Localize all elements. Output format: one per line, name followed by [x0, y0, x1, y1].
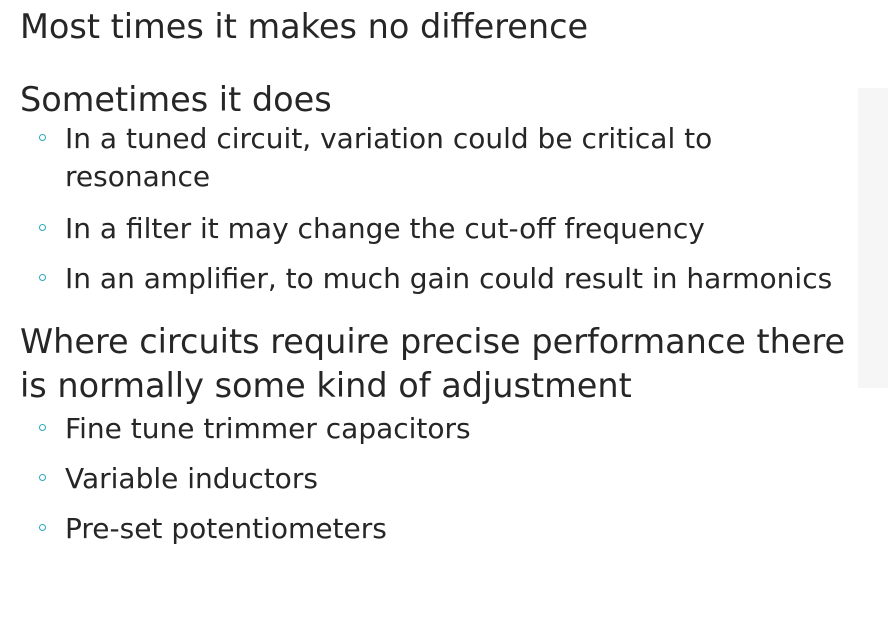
ring-bullet-icon	[39, 134, 46, 141]
ring-bullet-icon	[39, 274, 46, 281]
list-item: In an amplifier, to much gain could resu…	[20, 260, 882, 298]
list-item-text: In a tuned circuit, variation could be c…	[65, 122, 713, 193]
paragraph-precise-performance: Where circuits require precise performan…	[20, 322, 846, 405]
list-item-text: In a filter it may change the cut-off fr…	[65, 212, 705, 245]
list-item: In a tuned circuit, variation could be c…	[20, 120, 765, 196]
ring-bullet-icon	[39, 424, 46, 431]
list-item-text: Variable inductors	[65, 462, 318, 495]
list-item: Fine tune trimmer capacitors	[20, 410, 882, 448]
ring-bullet-icon	[39, 524, 46, 531]
paragraph-sometimes: Sometimes it does	[20, 80, 332, 119]
list-item-text: Pre-set potentiometers	[65, 512, 387, 545]
list-item-text: Fine tune trimmer capacitors	[65, 412, 471, 445]
slide-side-band	[858, 88, 888, 388]
list-item-text: In an amplifier, to much gain could resu…	[65, 262, 833, 295]
slide-content: Most times it makes no difference Someti…	[20, 0, 882, 548]
adjustment-bullet-list: Fine tune trimmer capacitors Variable in…	[20, 410, 882, 548]
list-item: In a filter it may change the cut-off fr…	[20, 210, 882, 248]
ring-bullet-icon	[39, 224, 46, 231]
list-item: Variable inductors	[20, 460, 882, 498]
paragraph-most-times: Most times it makes no difference	[20, 7, 589, 46]
list-item: Pre-set potentiometers	[20, 510, 882, 548]
ring-bullet-icon	[39, 474, 46, 481]
sometimes-bullet-list: In a tuned circuit, variation could be c…	[20, 120, 882, 298]
